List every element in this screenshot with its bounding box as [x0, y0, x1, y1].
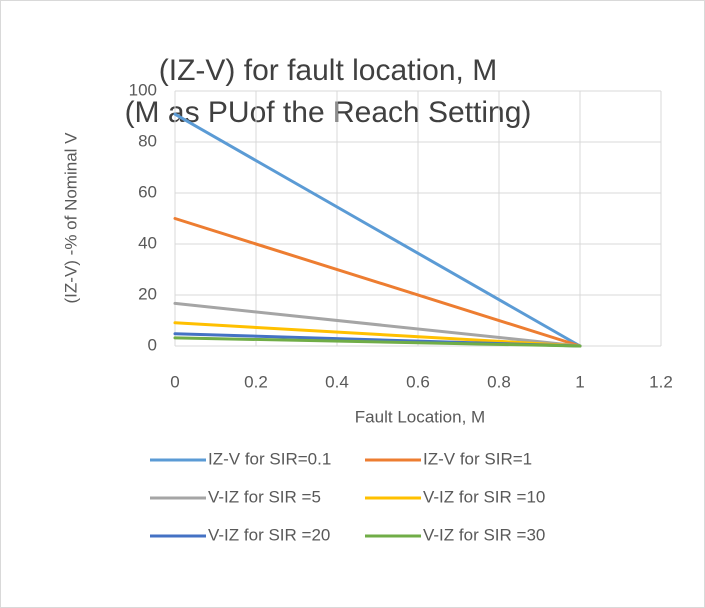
legend-label: IZ-V for SIR=0.1 — [208, 449, 331, 468]
legend-label: V-IZ for SIR =5 — [208, 487, 321, 506]
chart-subtitle: (M as PUof the Reach Setting) — [125, 96, 532, 129]
series-line — [173, 112, 582, 348]
series-line — [173, 321, 582, 348]
series-line — [173, 217, 582, 348]
series-line — [173, 336, 582, 348]
y-tick-label: 0 — [148, 335, 157, 354]
x-tick-label: 1 — [575, 372, 584, 391]
y-axis-label: (IZ-V) -% of Nominal V — [61, 132, 80, 304]
legend-label: IZ-V for SIR=1 — [423, 449, 532, 468]
chart-title: (IZ-V) for fault location, M — [159, 54, 497, 87]
legend-label: V-IZ for SIR =30 — [423, 525, 545, 544]
legend-label: V-IZ for SIR =10 — [423, 487, 545, 506]
legend-label: V-IZ for SIR =20 — [208, 525, 330, 544]
x-tick-label: 0 — [170, 372, 179, 391]
x-tick-label: 0.2 — [244, 372, 268, 391]
y-tick-label: 80 — [138, 131, 157, 150]
x-tick-label: 0.4 — [325, 372, 349, 391]
y-tick-label: 100 — [129, 80, 157, 99]
x-tick-label: 0.8 — [487, 372, 511, 391]
y-tick-label: 40 — [138, 233, 157, 252]
x-tick-label: 1.2 — [649, 372, 673, 391]
x-tick-label: 0.6 — [406, 372, 430, 391]
y-tick-label: 60 — [138, 182, 157, 201]
y-tick-label: 20 — [138, 284, 157, 303]
x-axis-label: Fault Location, M — [355, 407, 485, 426]
series-line — [173, 301, 582, 348]
